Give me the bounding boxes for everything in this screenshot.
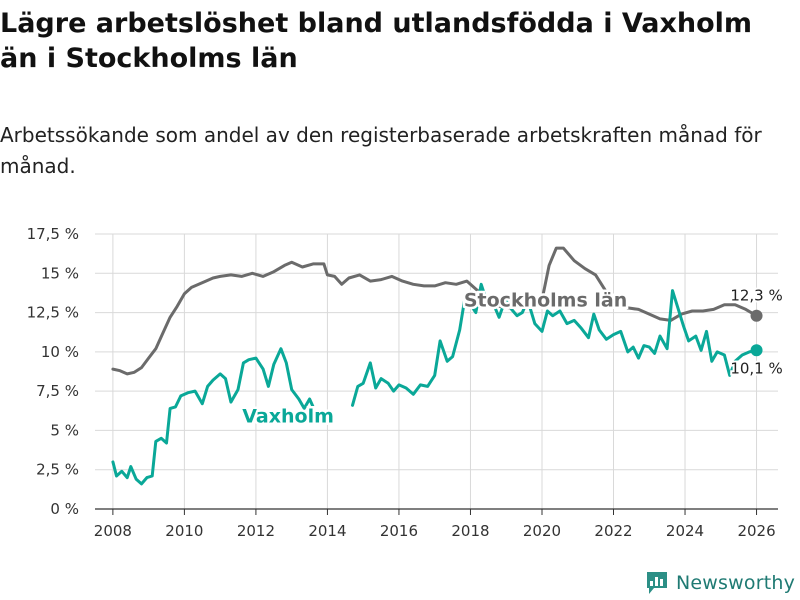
chart-title: Lägre arbetslöshet bland utlandsfödda i … (0, 8, 753, 74)
series-line-vaxholm (111, 347, 315, 486)
end-point-vaxholm (750, 344, 763, 357)
y-tick-label: 7,5 % (36, 382, 79, 400)
y-axis: 0 % 2,5 % 5 % 7,5 % 10 % 12,5 % 15 % 17,5 % (27, 225, 79, 518)
y-tick-label: 2,5 % (36, 461, 79, 479)
newsworthy-logo-icon (647, 572, 667, 594)
x-axis: 2008 2010 2012 2014 2016 2018 2020 2022 2024 2026 (94, 508, 778, 540)
x-tick-label: 2026 (737, 522, 775, 540)
series-line-stockholms-l-n (111, 246, 758, 376)
end-value-label: 12,3 % (730, 287, 782, 305)
series-line-vaxholm (351, 282, 758, 407)
x-tick-label: 2014 (308, 522, 346, 540)
brand-logo: Newsworthy (645, 569, 795, 597)
y-tick-label: 12,5 % (27, 304, 79, 322)
x-tick-label: 2022 (594, 522, 632, 540)
annotation-layer: 12,3 % 10,1 % Stockholms län Vaxholm (240, 285, 785, 430)
x-tick-label: 2008 (94, 522, 132, 540)
x-tick-label: 2016 (380, 522, 418, 540)
y-tick-label: 15 % (41, 264, 79, 282)
series-name-label: Vaxholm (242, 406, 334, 428)
brand-name: Newsworthy (676, 572, 796, 594)
y-tick-label: 5 % (50, 421, 79, 439)
x-tick-label: 2020 (523, 522, 561, 540)
end-point-stockholms-l-n (750, 309, 763, 322)
x-tick-label: 2018 (451, 522, 489, 540)
end-value-label: 10,1 % (730, 359, 782, 377)
series-layer (111, 246, 763, 486)
y-tick-label: 17,5 % (27, 225, 79, 243)
y-tick-label: 10 % (41, 343, 79, 361)
y-tick-label: 0 % (50, 500, 79, 518)
x-tick-label: 2024 (666, 522, 704, 540)
series-name-label: Stockholms län (464, 289, 627, 311)
x-tick-label: 2010 (165, 522, 203, 540)
x-tick-label: 2012 (237, 522, 275, 540)
chart-subtitle: Arbetssökande som andel av den registerb… (0, 123, 762, 178)
